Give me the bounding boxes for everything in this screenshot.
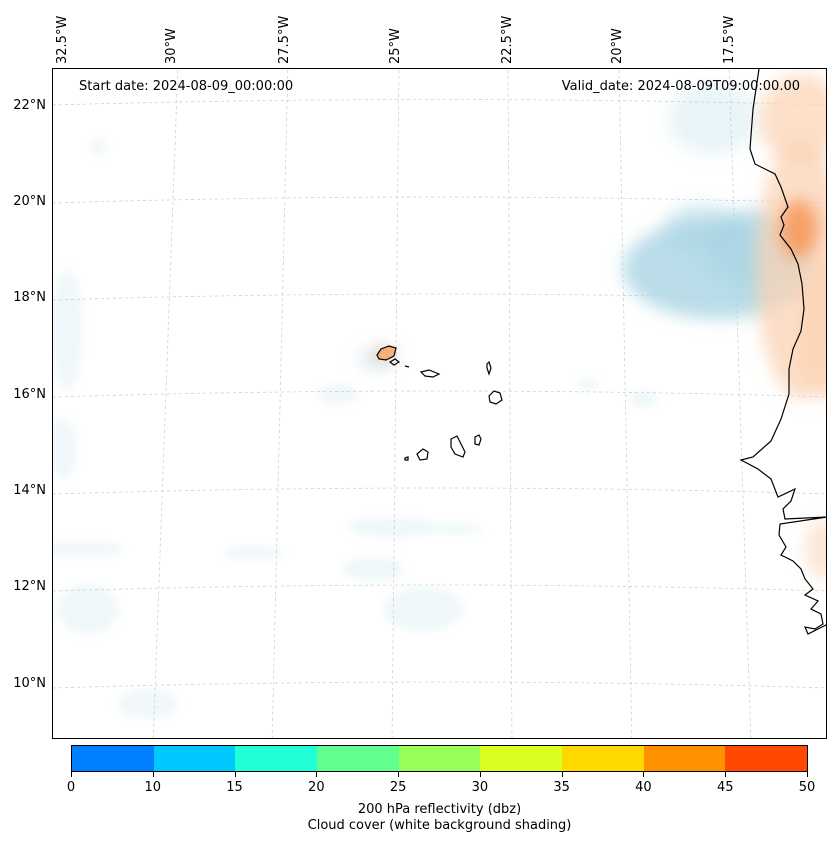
valid-date-label: Valid_date: 2024-08-09T09:00:00.00 (561, 79, 800, 94)
colorbar-tick (398, 772, 400, 777)
cloud-cover-faint (53, 139, 658, 718)
colorbar-segment (643, 746, 726, 771)
island-sao-vicente (388, 358, 401, 366)
gridline-lat-20n (53, 196, 826, 204)
lon-label-25w: 25°W (388, 28, 403, 64)
map-frame: Start date: 2024-08-09_00:00:00 Valid_da… (52, 68, 827, 739)
lon-label-17-5w: 17.5°W (722, 15, 737, 64)
map-canvas (53, 69, 826, 738)
gridline-lon-30w (152, 69, 179, 738)
gridline-lat-14n (53, 487, 826, 495)
gridline-lat-12n (53, 584, 826, 592)
lon-label-22-5w: 22.5°W (500, 15, 515, 64)
island-boa-vista (488, 390, 503, 405)
cape-verde-islands (376, 345, 503, 461)
colorbar-tick (71, 772, 72, 777)
lat-label-12n: 12°N (13, 579, 46, 594)
start-date-label: Start date: 2024-08-09_00:00:00 (79, 79, 294, 94)
gridline-lon-22-5w (507, 69, 513, 738)
colorbar-tick (152, 772, 154, 777)
colorbar-tick (643, 772, 645, 777)
lat-label-18n: 18°N (13, 290, 46, 305)
colorbar-segment (398, 746, 481, 771)
colorbar-tick-label: 20 (308, 780, 325, 795)
gridline-lon-17-5w (728, 69, 752, 738)
colorbar-tick (316, 772, 318, 777)
lon-label-30w: 30°W (164, 28, 179, 64)
colorbar-tick-label: 45 (716, 780, 734, 795)
colorbar-segment (725, 746, 808, 771)
colorbar-sublabel: Cloud cover (white background shading) (307, 818, 572, 833)
lon-label-32-5w: 32.5°W (55, 15, 70, 64)
graticule (53, 69, 826, 738)
island-sao-nicolau (419, 369, 441, 378)
colorbar-tick (807, 772, 808, 777)
lat-label-10n: 10°N (13, 676, 46, 691)
colorbar-segment (562, 746, 644, 771)
colorbar-tick-label: 35 (553, 780, 570, 795)
colorbar-tick (725, 772, 727, 777)
colorbar (71, 745, 808, 772)
gridline-lat-16n (53, 390, 826, 398)
colorbar-tick-label: 40 (635, 780, 652, 795)
colorbar-tick-label: 25 (389, 780, 407, 795)
island-santa-luzia (404, 365, 410, 368)
lat-label-14n: 14°N (13, 483, 46, 498)
gridline-lat-18n (53, 293, 826, 301)
reflectivity-field (375, 74, 826, 579)
cloud-cover-main (358, 84, 813, 369)
island-santiago (450, 435, 466, 458)
colorbar-tick-label: 50 (798, 780, 816, 795)
gridline-lon-25w (391, 69, 400, 738)
colorbar-tick (479, 772, 481, 777)
colorbar-segment (235, 746, 318, 771)
colorbar-tick-label: 15 (226, 780, 243, 795)
lat-label-20n: 20°N (13, 194, 46, 209)
island-maio (474, 434, 482, 446)
colorbar-tick (561, 772, 563, 777)
island-santo-antao (376, 345, 397, 361)
lon-label-27-5w: 27.5°W (277, 15, 292, 64)
gridline-lat-22n (53, 99, 826, 106)
lat-label-22n: 22°N (13, 98, 46, 113)
gridline-lon-20w (618, 69, 633, 738)
island-fogo (416, 448, 429, 461)
colorbar-segment (72, 746, 154, 771)
colorbar-tick (234, 772, 236, 777)
gridline-lon-27-5w (271, 69, 289, 738)
colorbar-segment (153, 746, 236, 771)
colorbar-label: 200 hPa reflectivity (dbz) (357, 802, 522, 817)
coastline-africa (739, 69, 826, 635)
colorbar-segment (317, 746, 399, 771)
lon-label-20w: 20°W (610, 28, 625, 64)
colorbar-tick-label: 0 (66, 780, 76, 795)
colorbar-tick-label: 10 (144, 780, 162, 795)
colorbar-segment (480, 746, 563, 771)
lat-label-16n: 16°N (13, 387, 46, 402)
gridline-lat-10n (53, 681, 826, 689)
colorbar-tick-label: 30 (471, 780, 489, 795)
island-sal (486, 360, 492, 376)
island-brava (404, 456, 409, 461)
